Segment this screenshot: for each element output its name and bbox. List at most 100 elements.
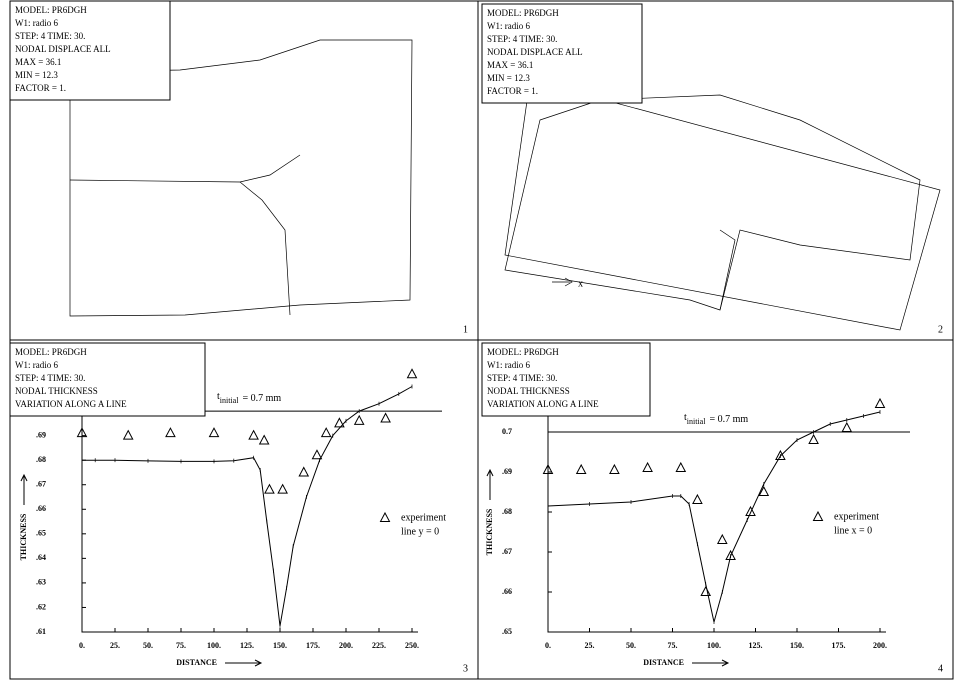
info-box: MODEL: PR6DGH W1: radio 6 STEP: 4 TIME: 30… (481, 342, 651, 417)
x-tick-label: 125. (749, 641, 763, 650)
info-line: W1: radio 6 (487, 21, 530, 31)
reference-subscript: initial (687, 417, 706, 426)
y-tick-label: .66 (502, 587, 512, 596)
info-line: MODEL: PR6DGH (15, 347, 87, 357)
info-line: STEP: 4 TIME: 30. (15, 31, 85, 41)
x-axis-label: DISTANCE (176, 658, 217, 667)
experiment-marker (76, 427, 88, 438)
experiment-marker (542, 463, 554, 474)
reference-label: tinitial = 0.7 mm (684, 412, 748, 426)
experiment-marker (745, 505, 756, 516)
panel-number: 3 (463, 663, 468, 674)
experiment-marker (642, 461, 653, 472)
experiment-marker (575, 463, 587, 474)
mesh-2d (69, 39, 413, 317)
series-line (547, 411, 881, 623)
y-axis-label: THICKNESS (485, 508, 494, 555)
panel-number: 4 (938, 663, 943, 674)
experiment-marker (692, 493, 703, 504)
info-line: MAX = 36.1 (15, 57, 61, 67)
experiment-marker (122, 429, 134, 440)
info-line: STEP: 4 TIME: 30. (487, 34, 557, 44)
x-tick-label: 225. (372, 641, 386, 650)
experiment-marker (277, 483, 288, 494)
x-tick-label: 50. (626, 641, 636, 650)
x-tick-label: 25. (110, 641, 120, 650)
x-axis-arrow (692, 659, 730, 667)
info-line: W1: radio 6 (15, 360, 58, 370)
info-line: MODEL: PR6DGH (487, 8, 559, 18)
x-tick-label: 150. (273, 641, 287, 650)
y-axis-label: THICKNESS (19, 513, 28, 560)
x-axis-label: DISTANCE (643, 658, 684, 667)
experiment-marker (406, 368, 418, 379)
info-line: MAX = 36.1 (487, 60, 533, 70)
info-frame (9, 0, 171, 101)
info-line: W1: radio 6 (15, 18, 58, 28)
experiment-marker (248, 429, 259, 440)
experiment-marker (380, 412, 391, 423)
x-tick-label: 150. (790, 641, 804, 650)
experiment-marker (775, 449, 786, 460)
info-line: STEP: 4 TIME: 30. (15, 373, 85, 383)
experiment-marker (675, 461, 687, 472)
info-line: MODEL: PR6DGH (487, 347, 559, 357)
x-tick-label: 250. (405, 641, 419, 650)
x-tick-label: 75. (176, 641, 186, 650)
experiment-marker (808, 433, 819, 444)
info-line: NODAL THICKNESS (487, 386, 570, 396)
experiment-marker (609, 463, 620, 474)
x-tick-label: 200. (873, 641, 887, 650)
y-tick-label: .65 (502, 627, 512, 636)
axis-label: x (578, 278, 583, 289)
info-line: MIN = 12.3 (15, 70, 58, 80)
experiment-marker (725, 549, 736, 560)
legend-note: line x = 0 (834, 525, 872, 536)
experiment-marker (353, 414, 365, 425)
x-tick-label: 25. (585, 641, 595, 650)
panel-number: 1 (463, 324, 468, 335)
experiment-marker (320, 427, 332, 438)
reference-symbol: t (684, 412, 687, 423)
experiment-marker (264, 483, 275, 494)
y-tick-label: .65 (36, 529, 46, 538)
y-tick-label: .66 (36, 504, 46, 513)
y-axis-arrow (486, 468, 494, 500)
y-tick-label: .67 (502, 547, 512, 556)
x-tick-label: 125. (240, 641, 254, 650)
x-tick-label: 50. (143, 641, 153, 650)
y-tick-label: .61 (36, 627, 46, 636)
x-axis-arrow (225, 659, 263, 667)
y-tick-label: .63 (36, 578, 46, 587)
experiment-marker (716, 533, 728, 544)
legend-marker (379, 511, 391, 522)
y-tick-label: .67 (36, 480, 46, 489)
info-line: NODAL DISPLACE ALL (15, 44, 111, 54)
info-line: FACTOR = 1. (487, 86, 538, 96)
reference-text: = 0.7 mm (242, 393, 281, 404)
legend-marker (812, 510, 824, 521)
experiment-marker (258, 434, 270, 445)
info-line: VARIATION ALONG A LINE (15, 399, 127, 409)
series-line (82, 386, 413, 626)
x-tick-label: 175. (832, 641, 846, 650)
info-line: MIN = 12.3 (487, 73, 530, 83)
y-tick-label: .68 (502, 507, 512, 516)
x-tick-label: 0. (79, 641, 85, 650)
info-box: MODEL: PR6DGH W1: radio 6 STEP: 4 TIME: 30… (481, 3, 643, 104)
mesh-3d (504, 79, 941, 331)
y-tick-label: .69 (502, 467, 512, 476)
experiment-marker (208, 427, 220, 438)
legend-label: experiment (834, 511, 879, 522)
experiment-marker (874, 397, 886, 408)
experiment-marker (334, 417, 345, 428)
y-tick-label: .69 (36, 430, 46, 439)
legend-note: line y = 0 (401, 526, 439, 537)
experiment-marker (311, 449, 323, 460)
experiment-marker (758, 485, 770, 496)
panel-number: 2 (938, 324, 943, 335)
reference-text: = 0.7 mm (709, 414, 748, 425)
experiment-marker (841, 421, 853, 432)
info-box: MODEL: PR6DGH W1: radio 6 STEP: 4 TIME: 30… (9, 0, 171, 101)
experiment-marker (165, 427, 176, 438)
